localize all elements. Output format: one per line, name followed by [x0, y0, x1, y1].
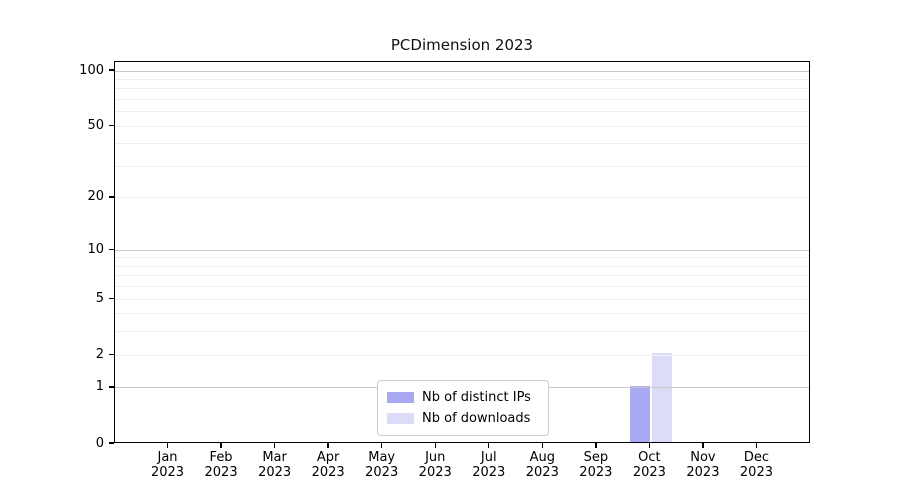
legend-item-distinct-ips: Nb of distinct IPs [387, 387, 539, 408]
y-tick-mark [109, 69, 114, 71]
minor-gridline [115, 257, 809, 259]
x-tick-mark [541, 443, 543, 448]
minor-gridline [115, 286, 809, 288]
x-tick-label-aug: Aug 2023 [525, 450, 559, 480]
minor-gridline [115, 265, 809, 267]
minor-gridline [115, 125, 809, 127]
minor-gridline [115, 354, 809, 356]
plot-area: Nb of distinct IPs Nb of downloads [114, 61, 810, 443]
minor-gridline [115, 298, 809, 300]
minor-gridline [115, 313, 809, 315]
y-tick-label: 50 [87, 117, 104, 133]
x-tick-mark [702, 443, 704, 448]
legend-label-distinct-ips: Nb of distinct IPs [422, 390, 531, 405]
y-tick-label: 20 [87, 189, 104, 205]
bar-nb-of-downloads-oct [652, 353, 673, 442]
legend-label-downloads: Nb of downloads [422, 411, 531, 426]
x-tick-label-feb: Feb 2023 [204, 450, 238, 480]
y-tick-label: 0 [95, 435, 104, 451]
y-tick-label: 10 [87, 241, 104, 257]
legend-swatch-downloads [387, 413, 414, 424]
major-gridline [115, 249, 809, 251]
y-tick-mark [109, 196, 114, 198]
x-tick-mark [755, 443, 758, 448]
major-gridline [115, 70, 809, 72]
y-tick-mark [109, 353, 114, 355]
x-tick-mark [648, 443, 651, 448]
legend-swatch-distinct-ips [387, 392, 414, 403]
minor-gridline [115, 78, 809, 80]
x-tick-mark [220, 443, 222, 448]
x-tick-mark [380, 443, 383, 448]
x-tick-label-jul: Jul 2023 [472, 450, 506, 480]
y-tick-mark [109, 442, 114, 444]
minor-gridline [115, 331, 809, 333]
x-tick-label-nov: Nov 2023 [686, 450, 720, 480]
y-tick-label: 2 [95, 346, 104, 362]
y-tick-mark [109, 124, 114, 126]
x-tick-label-dec: Dec 2023 [739, 450, 773, 480]
x-tick-label-jun: Jun 2023 [418, 450, 452, 480]
y-tick-mark [109, 248, 114, 250]
x-tick-label-may: May 2023 [365, 450, 399, 480]
x-tick-mark [273, 443, 276, 448]
legend-item-downloads: Nb of downloads [387, 408, 539, 429]
legend: Nb of distinct IPs Nb of downloads [377, 380, 549, 436]
x-tick-mark [595, 443, 597, 448]
y-tick-mark [109, 386, 114, 388]
x-tick-mark [434, 443, 436, 448]
x-tick-mark [166, 443, 169, 448]
minor-gridline [115, 166, 809, 167]
minor-gridline [115, 143, 809, 145]
x-tick-label-apr: Apr 2023 [311, 450, 345, 480]
x-tick-label-jan: Jan 2023 [150, 450, 185, 480]
x-tick-label-mar: Mar 2023 [258, 450, 292, 480]
x-tick-label-sep: Sep 2023 [579, 450, 613, 480]
minor-gridline [115, 197, 809, 199]
minor-gridline [115, 99, 809, 101]
bar-nb-of-distinct-ips-oct [630, 386, 651, 442]
chart-title: PCDimension 2023 [390, 36, 534, 54]
x-tick-mark [488, 443, 490, 448]
y-tick-label: 5 [95, 290, 104, 306]
x-tick-mark [327, 443, 329, 448]
minor-gridline [115, 275, 809, 277]
y-tick-mark [109, 297, 114, 299]
y-tick-label: 100 [79, 62, 104, 78]
x-tick-label-oct: Oct 2023 [632, 450, 666, 480]
y-tick-label: 1 [95, 379, 104, 395]
minor-gridline [115, 111, 809, 113]
minor-gridline [115, 88, 809, 90]
